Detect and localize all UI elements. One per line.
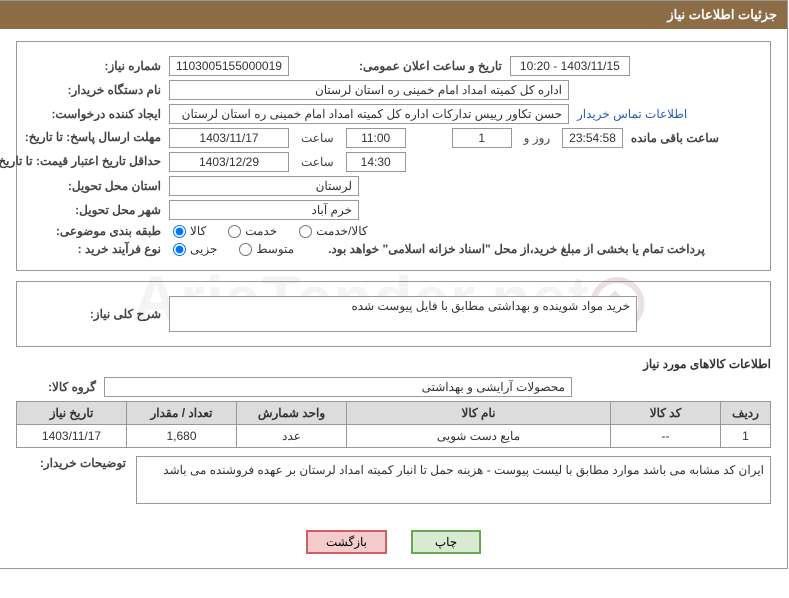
td-date: 1403/11/17	[18, 425, 128, 448]
category-label: طبقه بندی موضوعی:	[32, 224, 162, 238]
province-label: استان محل تحویل:	[32, 179, 162, 193]
desc-value: خرید مواد شوینده و بهداشتی مطابق با فایل…	[170, 296, 638, 332]
desc-fieldset: شرح کلی نیاز: خرید مواد شوینده و بهداشتی…	[17, 281, 772, 347]
back-button[interactable]: بازگشت	[307, 530, 388, 554]
process-label: نوع فرآیند خرید :	[32, 242, 162, 256]
th-code: کد کالا	[612, 402, 722, 425]
goods-header: اطلاعات کالاهای مورد نیاز	[17, 357, 772, 371]
contact-link[interactable]: اطلاعات تماس خریدار	[578, 107, 688, 121]
cat-goods-radio[interactable]	[174, 225, 187, 238]
province-value: لرستان	[170, 176, 360, 196]
main-fieldset: شماره نیاز: 1103005155000019 تاریخ و ساع…	[17, 41, 772, 271]
proc-partial-radio[interactable]	[174, 243, 187, 256]
cat-goods-label: کالا	[191, 224, 207, 238]
page-container: جزئیات اطلاعات نیاز شماره نیاز: 11030051…	[0, 0, 789, 569]
requester-value: حسن تکاور رییس تدارکات اداره کل کمیته ام…	[170, 104, 570, 124]
td-code: --	[612, 425, 722, 448]
cat-both-radio[interactable]	[300, 225, 313, 238]
cat-both-label: کالا/خدمت	[317, 224, 368, 238]
th-row: ردیف	[722, 402, 772, 425]
need-number-label: شماره نیاز:	[32, 59, 162, 73]
city-label: شهر محل تحویل:	[32, 203, 162, 217]
button-row: چاپ بازگشت	[1, 530, 788, 554]
category-radios: کالا خدمت کالا/خدمت	[170, 224, 369, 238]
buyer-value: اداره کل کمیته امداد امام خمینی ره استان…	[170, 80, 570, 100]
desc-label: شرح کلی نیاز:	[32, 307, 162, 321]
time-word-2: ساعت	[302, 155, 335, 169]
time-word-1: ساعت	[302, 131, 335, 145]
cat-service-radio[interactable]	[229, 225, 242, 238]
validity-label: حداقل تاریخ اعتبار قیمت: تا تاریخ:	[32, 154, 162, 170]
deadline-send-time: 11:00	[347, 128, 407, 148]
title-bar: جزئیات اطلاعات نیاز	[1, 1, 788, 29]
proc-medium-label: متوسط	[257, 242, 295, 256]
cat-service-label: خدمت	[246, 224, 278, 238]
goods-table: ردیف کد کالا نام کالا واحد شمارش تعداد /…	[17, 401, 772, 448]
table-row: 1 -- مایع دست شویی عدد 1,680 1403/11/17	[18, 425, 772, 448]
city-value: خرم آباد	[170, 200, 360, 220]
process-radios: جزیی متوسط	[170, 242, 295, 256]
proc-partial-option[interactable]: جزیی	[170, 242, 218, 256]
group-label: گروه کالا:	[17, 380, 97, 394]
validity-time: 14:30	[347, 152, 407, 172]
th-unit: واحد شمارش	[238, 402, 348, 425]
announce-label: تاریخ و ساعت اعلان عمومی:	[360, 59, 503, 73]
proc-medium-option[interactable]: متوسط	[236, 242, 295, 256]
announce-value: 1403/11/15 - 10:20	[511, 56, 631, 76]
td-name: مایع دست شویی	[348, 425, 612, 448]
td-unit: عدد	[238, 425, 348, 448]
group-value: محصولات آرایشی و بهداشتی	[105, 377, 573, 397]
print-button[interactable]: چاپ	[412, 530, 482, 554]
th-date: تاریخ نیاز	[18, 402, 128, 425]
th-name: نام کالا	[348, 402, 612, 425]
payment-note: پرداخت تمام یا بخشی از مبلغ خرید،از محل …	[329, 242, 706, 256]
days-left: 1	[453, 128, 513, 148]
cat-both-option[interactable]: کالا/خدمت	[296, 224, 368, 238]
cat-goods-option[interactable]: کالا	[170, 224, 207, 238]
proc-medium-radio[interactable]	[240, 243, 253, 256]
buyer-label: نام دستگاه خریدار:	[32, 83, 162, 97]
proc-partial-label: جزیی	[191, 242, 218, 256]
deadline-send-label: مهلت ارسال پاسخ: تا تاریخ:	[32, 130, 162, 146]
remaining-text: ساعت باقی مانده	[632, 131, 720, 145]
table-header-row: ردیف کد کالا نام کالا واحد شمارش تعداد /…	[18, 402, 772, 425]
buyer-notes-label: توضیحات خریدار:	[17, 456, 127, 470]
validity-date: 1403/12/29	[170, 152, 290, 172]
countdown: 23:54:58	[563, 128, 624, 148]
td-qty: 1,680	[128, 425, 238, 448]
td-row: 1	[722, 425, 772, 448]
deadline-send-date: 1403/11/17	[170, 128, 290, 148]
th-qty: تعداد / مقدار	[128, 402, 238, 425]
requester-label: ایجاد کننده درخواست:	[32, 107, 162, 121]
need-number-value: 1103005155000019	[170, 56, 290, 76]
day-word: روز و	[525, 131, 552, 145]
cat-service-option[interactable]: خدمت	[225, 224, 278, 238]
buyer-notes-value: ایران کد مشابه می باشد موارد مطابق با لی…	[137, 456, 772, 504]
